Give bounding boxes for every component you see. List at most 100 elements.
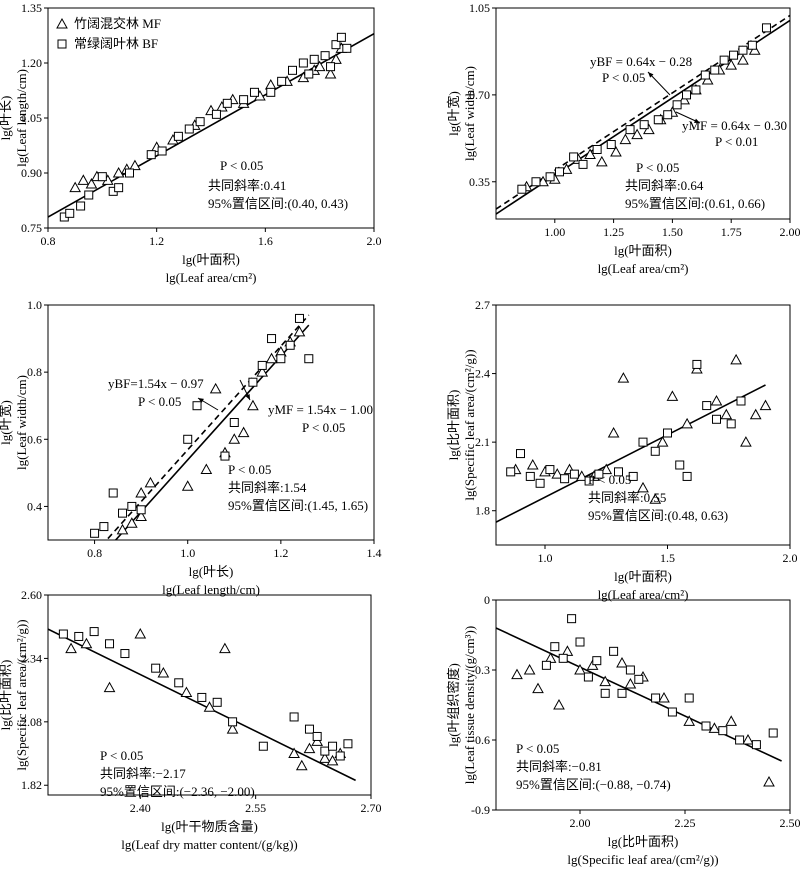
regression-line-common <box>48 628 356 782</box>
point-MF <box>595 155 608 167</box>
arrow-mf-head <box>245 394 250 400</box>
point-BF <box>651 693 661 703</box>
point-BF <box>735 735 745 745</box>
point-BF <box>136 505 146 515</box>
data-points <box>511 614 778 787</box>
point-BF <box>288 65 297 75</box>
y-tick-label: 1.20 <box>21 56 42 70</box>
point-BF <box>304 69 314 79</box>
point-MF <box>759 399 772 411</box>
point-MF <box>77 174 90 185</box>
point-BF <box>702 401 712 411</box>
point-MF <box>763 775 775 787</box>
chart-panel-3: 0.8 1.0 1.2 1.4 0.4 0.6 0.8 1.0 lg(叶长) lg(Leaf le… <box>0 298 382 597</box>
point-BF <box>525 471 535 481</box>
point-BF <box>628 471 638 481</box>
y-tick-label: -0.9 <box>471 803 490 817</box>
y-tick-label: 2.1 <box>475 435 490 449</box>
point-MF <box>135 510 147 521</box>
point-BF <box>545 465 555 475</box>
y-axis-label-cn: lg(叶宽) <box>446 91 461 136</box>
point-BF <box>114 183 124 193</box>
y-tick-label: -0.6 <box>471 733 490 747</box>
point-BF <box>222 98 232 108</box>
point-BF <box>257 360 267 370</box>
x-axis-label-en: lg(Leaf area/cm²) <box>598 261 689 276</box>
annotation: 95%置信区间:(−0.88, −0.74) <box>516 777 671 792</box>
annotation: 共同斜率:−0.81 <box>516 759 602 774</box>
point-BF <box>220 451 230 461</box>
point-MF <box>134 627 147 639</box>
y-tick-label: -0.3 <box>471 663 490 677</box>
point-BF <box>105 639 115 649</box>
data-points <box>506 353 772 504</box>
point-MF <box>293 325 306 337</box>
point-BF <box>535 478 545 488</box>
x-axis-label-cn: lg(叶长) <box>189 564 234 579</box>
y-tick-label: 0 <box>484 593 490 607</box>
y-tick-label: 0.6 <box>27 432 42 446</box>
point-BF <box>336 32 346 42</box>
annotation: 95%置信区间:(1.45, 1.65) <box>228 498 368 513</box>
x-axis-label-en: lg(Leaf area/cm²) <box>598 587 689 602</box>
point-BF <box>682 90 692 100</box>
point-BF <box>672 100 682 110</box>
regression-lines <box>105 314 310 540</box>
x-axis-label-en: lg(Leaf area/cm²) <box>166 270 257 285</box>
x-tick-label: 1.4 <box>367 546 382 560</box>
point-BF <box>97 172 107 182</box>
point-MF <box>125 517 138 528</box>
y-axis-label-en: lg(Specific leaf area/(cm²/g)) <box>462 349 477 500</box>
legend-triangle-marker <box>56 17 68 29</box>
legend-label: 竹阔混交林 MF <box>74 16 161 31</box>
point-MF <box>584 148 596 159</box>
x-tick-label: 1.50 <box>662 225 683 239</box>
point-BF <box>304 354 314 364</box>
point-BF <box>736 396 746 406</box>
point-MF <box>599 675 612 687</box>
point-BF <box>691 85 701 95</box>
x-tick-label: 1.0 <box>538 551 553 565</box>
point-MF <box>330 53 342 64</box>
point-BF <box>600 688 610 698</box>
point-BF <box>567 614 577 624</box>
x-axis-label-en: lg(Leaf length/cm) <box>162 582 260 597</box>
plot-frame <box>495 7 791 220</box>
x-tick-label: 2.00 <box>570 816 591 830</box>
point-BF <box>228 717 238 727</box>
point-MF <box>303 742 316 754</box>
point-BF <box>653 115 663 125</box>
y-tick-label: 0.35 <box>469 175 490 189</box>
point-BF <box>592 656 602 666</box>
legend-label: 常绿阔叶林 BF <box>74 36 158 51</box>
annotation: yMF = 1.54x − 1.00 <box>268 402 373 417</box>
y-tick-label: 2.4 <box>475 367 490 381</box>
point-MF <box>710 394 723 406</box>
annotation: P < 0.05 <box>602 70 645 85</box>
point-BF <box>555 167 565 177</box>
point-MF <box>200 463 213 474</box>
annotation: P < 0.05 <box>588 472 631 487</box>
x-tick-label: 2.40 <box>130 801 151 815</box>
point-MF <box>65 642 77 654</box>
point-MF <box>103 681 116 693</box>
point-MF <box>683 715 696 726</box>
regression-lines <box>496 627 782 762</box>
point-BF <box>625 665 635 675</box>
point-BF <box>197 692 207 702</box>
point-MF <box>180 686 193 698</box>
x-tick-label: 1.25 <box>603 225 624 239</box>
point-MF <box>720 408 733 420</box>
point-BF <box>663 110 673 120</box>
point-BF <box>195 117 205 127</box>
regression-line-common <box>496 384 766 523</box>
point-MF <box>610 145 622 157</box>
point-MF <box>209 382 222 394</box>
point-BF <box>701 721 711 731</box>
point-BF <box>335 751 345 761</box>
x-tick-label: 2.70 <box>361 801 382 815</box>
x-axis-label-cn: lg(叶干物质含量) <box>161 819 258 834</box>
annotation: P < 0.05 <box>228 462 271 477</box>
point-BF <box>328 741 338 751</box>
y-tick-label: 1.8 <box>475 504 490 518</box>
